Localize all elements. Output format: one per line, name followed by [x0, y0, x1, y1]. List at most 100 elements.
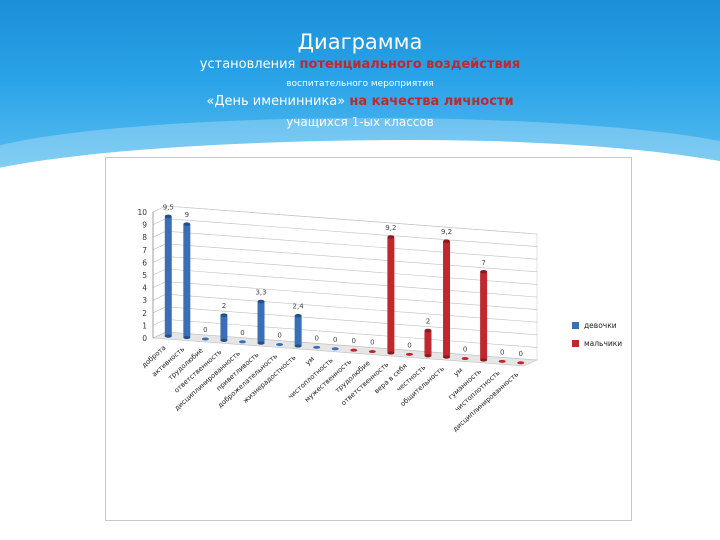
bar-base — [387, 351, 395, 355]
bar-top — [257, 299, 265, 304]
bar — [183, 224, 191, 338]
data-label: 0 — [463, 346, 467, 354]
legend-label: девочки — [584, 321, 617, 330]
gridline-side — [152, 319, 167, 326]
gridline — [165, 230, 538, 260]
x-tick-label: ум — [304, 355, 316, 367]
data-label: 0 — [352, 337, 356, 345]
bar — [294, 315, 302, 346]
data-label: 9 — [185, 211, 189, 219]
bar-zero-marker — [405, 352, 413, 356]
bar-top — [164, 214, 172, 219]
y-tick-label: 4 — [142, 284, 147, 293]
gridline — [165, 268, 538, 298]
gridline — [165, 319, 538, 348]
bar-base — [257, 341, 265, 345]
data-label: 2 — [426, 318, 430, 326]
bar-zero-marker — [498, 359, 506, 363]
legend-swatch — [572, 340, 579, 347]
bar — [257, 301, 265, 344]
gridline — [165, 281, 538, 310]
data-label: 2 — [222, 302, 226, 310]
gridline-side — [152, 293, 167, 301]
y-tick-label: 0 — [142, 334, 147, 343]
gridline — [165, 256, 538, 285]
bar-zero-marker — [238, 340, 246, 344]
bar-top — [183, 222, 191, 226]
bar-base — [183, 335, 191, 340]
y-tick-label: 7 — [142, 246, 147, 255]
gridline-side — [152, 331, 167, 339]
y-tick-label: 2 — [142, 309, 147, 318]
bar-base — [443, 355, 451, 359]
bar — [443, 241, 451, 358]
bar — [220, 315, 228, 341]
bar-top — [387, 235, 395, 239]
gridline — [165, 293, 538, 323]
data-label: 0 — [314, 334, 318, 342]
data-label: 3,3 — [255, 289, 266, 297]
subtitle-line-2: воспитательного мероприятия — [286, 79, 434, 89]
subtitle-line-1: установления потенциального воздействия — [199, 57, 521, 72]
gridline-side — [152, 306, 167, 314]
bar-base — [220, 338, 228, 342]
gridline-side — [152, 256, 167, 263]
bar-base — [480, 358, 488, 362]
bar-zero-marker — [276, 343, 284, 347]
y-tick-label: 1 — [142, 321, 147, 330]
bar-zero-marker — [517, 361, 525, 365]
gridline — [165, 205, 538, 235]
data-label: 0 — [370, 339, 374, 347]
gridline-side — [152, 281, 167, 288]
gridline-side — [152, 268, 167, 276]
gridline — [165, 306, 538, 336]
gridline-side — [152, 205, 167, 213]
bar — [164, 216, 172, 337]
y-tick-label: 5 — [142, 271, 147, 280]
x-tick-label: ум — [452, 366, 464, 378]
gridline-side — [152, 218, 167, 225]
gridline-side — [152, 243, 167, 251]
data-label: 0 — [277, 332, 281, 340]
bar-zero-marker — [461, 357, 469, 361]
y-tick-label: 8 — [142, 233, 147, 242]
bar-chart: 0123456789109,5доброта9активность0трудол… — [137, 203, 622, 433]
bar-base — [294, 344, 302, 348]
chart-frame: 0 1 2 3 4 5 6 7 8 9 10 9,5 доброта 9 активность 0 трудол… — [105, 157, 632, 521]
header-banner — [0, 0, 720, 180]
bar-top — [480, 269, 488, 274]
data-label: 0 — [518, 350, 522, 358]
data-label: 0 — [240, 329, 244, 337]
y-tick-label: 9 — [142, 221, 147, 230]
data-label: 7 — [481, 259, 485, 267]
y-tick-label: 3 — [142, 296, 147, 305]
legend-swatch — [572, 322, 579, 329]
bar-base — [164, 334, 172, 338]
y-tick-label: 10 — [137, 208, 147, 217]
bar — [424, 330, 432, 356]
data-label: 0 — [203, 326, 207, 334]
bar-top — [294, 313, 302, 318]
bar-zero-marker — [331, 347, 339, 351]
bar-zero-marker — [368, 350, 376, 354]
bar — [480, 271, 488, 360]
data-label: 0 — [333, 336, 337, 344]
gridline — [165, 243, 538, 273]
page-title: Диаграмма — [297, 30, 423, 54]
bar — [387, 237, 395, 353]
bar-top — [220, 313, 228, 317]
data-label: 9,2 — [385, 224, 396, 232]
bar-base — [424, 354, 432, 358]
bar-top — [424, 328, 432, 333]
data-label: 0 — [500, 348, 504, 356]
y-tick-label: 6 — [142, 258, 147, 267]
legend-label: мальчики — [584, 339, 622, 348]
data-label: 0 — [407, 341, 411, 349]
gridline-side — [152, 230, 167, 238]
subtitle-line-3: «День именинника» на качества личности — [206, 94, 514, 109]
data-label: 9,2 — [441, 228, 452, 236]
bar-zero-marker — [201, 337, 209, 341]
bar-zero-marker — [313, 345, 321, 349]
gridline — [165, 218, 538, 247]
data-label: 2,4 — [293, 303, 305, 311]
